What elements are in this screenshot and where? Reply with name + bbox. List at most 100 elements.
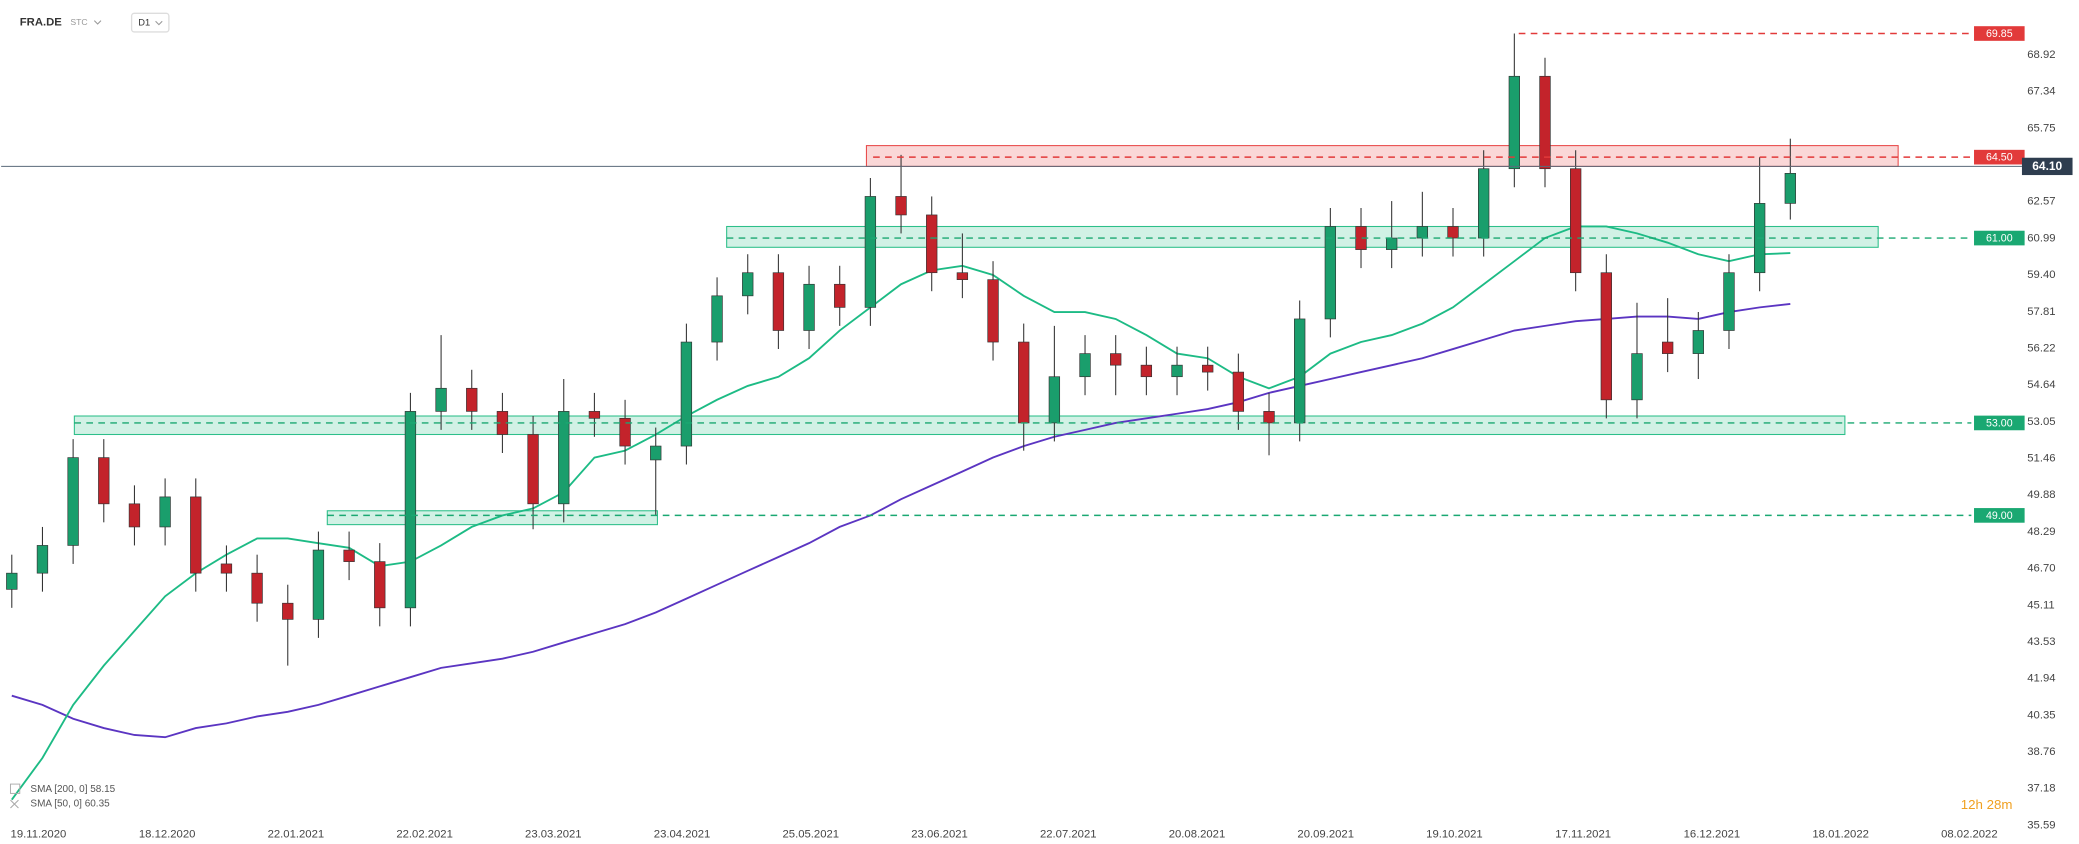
candle-body	[1784, 173, 1796, 204]
candle-body	[1631, 353, 1643, 401]
candle-body	[1048, 376, 1061, 424]
legend-sma50: SMA [50, 0] 60.35	[30, 799, 110, 810]
candle-body	[1294, 318, 1306, 424]
x-tick-label: 20.09.2021	[1297, 829, 1354, 841]
y-tick-label: 40.35	[2027, 709, 2055, 721]
dropdown-caret	[155, 20, 163, 26]
candle-body	[435, 387, 447, 412]
interval-box[interactable]	[130, 12, 170, 33]
candle-body	[834, 283, 846, 308]
legend: SMA [200, 0] 58.15 SMA [50, 0] 60.35	[9, 783, 116, 810]
moving-averages	[11, 225, 1791, 801]
x-tick-label: 16.12.2021	[1684, 829, 1741, 841]
x-tick-label: 20.08.2021	[1169, 829, 1226, 841]
axes: 68.92 67.34 65.75 62.57 60.99 59.40 57.81 56.22…	[11, 49, 2056, 841]
group: STC	[70, 17, 87, 27]
candle-body	[650, 445, 662, 461]
candle-body	[1600, 272, 1612, 401]
candle-body	[711, 295, 723, 343]
candle-body	[527, 434, 539, 505]
y-tick-label: 65.75	[2027, 122, 2055, 134]
candle-body	[864, 196, 877, 308]
candle-body	[251, 572, 263, 604]
sma-line	[11, 302, 1791, 739]
candle-body	[588, 411, 601, 419]
zone	[73, 415, 1846, 436]
symbol: FRA.DE	[20, 17, 63, 29]
candle-body	[374, 561, 386, 609]
zones	[73, 145, 1899, 526]
x-tick-label: 23.03.2021	[525, 829, 582, 841]
x-tick-label: 19.10.2021	[1426, 829, 1483, 841]
candle-body	[67, 457, 79, 546]
y-tick-label: 43.53	[2027, 636, 2055, 648]
y-tick-label: 68.92	[2027, 49, 2055, 61]
x-tick-label: 22.02.2021	[396, 829, 453, 841]
y-tick-label: 57.81	[2027, 306, 2055, 318]
candle-body	[987, 279, 999, 343]
candle-body	[1692, 330, 1704, 354]
candle-body	[926, 214, 938, 274]
candle-body	[956, 272, 969, 280]
level-label: 61.00	[1986, 233, 2013, 245]
x-tick-label: 08.02.2022	[1941, 829, 1998, 841]
candle-body	[343, 549, 355, 562]
candle-body	[220, 563, 233, 574]
zone	[726, 225, 1879, 248]
candle-body	[1447, 226, 1459, 239]
x-tick-label: 19.11.2020	[11, 829, 67, 841]
candle-body	[1202, 364, 1214, 373]
legend-icon[interactable]	[9, 783, 21, 794]
candle-body	[1324, 226, 1337, 320]
x-tick-label: 17.11.2021	[1555, 829, 1611, 841]
candle-body	[1539, 75, 1551, 170]
legend-sma200: SMA [200, 0] 58.15	[30, 784, 115, 795]
candle-body	[312, 549, 325, 620]
header: FRA.DE STC D1	[20, 12, 170, 33]
x-tick-label: 18.01.2022	[1812, 829, 1869, 841]
candle-body	[1171, 364, 1183, 378]
level-box	[1974, 415, 2025, 431]
candle-body	[1570, 168, 1582, 274]
level-box	[1974, 230, 2025, 246]
candle-body	[1478, 168, 1490, 239]
level-box	[1974, 26, 2025, 41]
candle-body	[803, 283, 815, 331]
y-tick-label: 46.70	[2027, 563, 2055, 575]
interval[interactable]: D1	[138, 18, 150, 28]
y-tick-label: 49.88	[2027, 489, 2055, 501]
candle-body	[1232, 371, 1245, 412]
candle-body	[742, 272, 754, 297]
x-tick-label: 22.01.2021	[268, 829, 325, 841]
candle-body	[282, 602, 294, 620]
y-tick-label: 45.11	[2027, 599, 2054, 611]
candle-body	[558, 411, 570, 505]
level-label: 53.00	[1986, 417, 2013, 429]
countdown: 12h 28m	[1961, 797, 2013, 812]
y-tick-label: 35.59	[2027, 819, 2055, 831]
y-tick-label: 51.46	[2027, 453, 2055, 465]
candle-body	[1723, 272, 1735, 331]
candles	[6, 33, 1796, 666]
legend-icon[interactable]	[10, 799, 19, 809]
y-tick-label: 54.64	[2027, 379, 2055, 391]
y-tick-label: 62.57	[2027, 196, 2055, 208]
level-label: 64.50	[1986, 152, 2013, 164]
candle-body	[895, 196, 907, 216]
y-tick-label: 59.40	[2027, 269, 2055, 281]
y-tick-label: 41.94	[2027, 673, 2055, 685]
current-price-box	[2021, 157, 2073, 176]
candle-body	[680, 341, 693, 447]
level-label: 49.00	[1986, 510, 2013, 522]
x-tick-label: 18.12.2020	[139, 829, 196, 841]
candle-body	[772, 272, 785, 331]
candle-body	[1386, 237, 1398, 250]
level-label: 69.85	[1986, 28, 2013, 40]
candle-body	[1263, 411, 1275, 424]
candle-body	[1661, 341, 1674, 354]
candle-body	[1110, 353, 1122, 366]
y-tick-label: 60.99	[2027, 232, 2055, 244]
dropdown-caret	[93, 20, 102, 25]
